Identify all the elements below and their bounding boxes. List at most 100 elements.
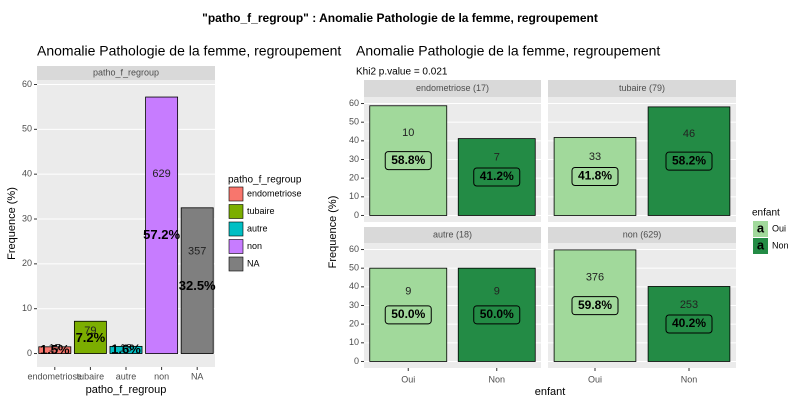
y-tick-label: 40 [349, 135, 359, 145]
legend-key [228, 221, 244, 237]
bar [369, 105, 448, 216]
x-tick-label: autre [116, 371, 137, 381]
bar [180, 207, 214, 354]
bar [109, 345, 143, 354]
x-tick-label: non [154, 371, 169, 381]
y-tick-label: 0 [354, 356, 359, 366]
x-tick-label: Non [488, 374, 505, 384]
y-tick-label: 50 [349, 117, 359, 127]
value-label-box [384, 305, 432, 325]
count-label: 33 [589, 151, 601, 163]
y-tick-label: 60 [22, 79, 32, 89]
y-tick-label: 40 [22, 169, 32, 179]
value-label-box [384, 151, 432, 171]
count-label: 18 [120, 342, 132, 354]
y-tick-label: 30 [349, 300, 359, 310]
value-label: 41.8% [578, 169, 612, 183]
value-label: 32.5% [179, 278, 216, 293]
value-label: 1.5% [40, 342, 70, 357]
legend-key-text: a [757, 220, 765, 235]
chart-title: Anomalie Pathologie de la femme, regroup… [37, 43, 341, 59]
value-label: 50.0% [391, 307, 425, 321]
bar [457, 138, 536, 216]
y-tick-label: 10 [22, 303, 32, 313]
legend-label: tubaire [247, 206, 275, 216]
bar [553, 137, 637, 216]
legend-label: Oui [772, 223, 786, 233]
y-tick-label: 40 [349, 281, 359, 291]
chart-title: Anomalie Pathologie de la femme, regroup… [356, 43, 660, 59]
count-label: 10 [402, 127, 414, 139]
legend-label: non [247, 241, 262, 251]
bar [73, 320, 107, 354]
bar [38, 346, 72, 354]
y-tick-label: 0 [354, 210, 359, 220]
facet-strip-label: tubaire (79) [619, 83, 665, 93]
value-label: 59.8% [578, 298, 612, 312]
x-tick-label: NA [191, 371, 204, 381]
value-label: 57.2% [143, 227, 180, 242]
legend-key [228, 256, 244, 272]
x-axis-title: patho_f_regroup [86, 384, 167, 396]
legend-key [228, 239, 244, 254]
count-label: 9 [494, 285, 500, 297]
legend-key [228, 186, 244, 202]
y-tick-label: 30 [22, 213, 32, 223]
x-tick-label: endometriose [28, 371, 83, 381]
facet-strip [364, 80, 541, 97]
facet-strip-label: endometriose (17) [416, 83, 489, 93]
count-label: 7 [494, 152, 500, 164]
legend-key [753, 238, 768, 254]
facet-strip [548, 227, 736, 243]
y-tick-label: 20 [349, 319, 359, 329]
bar [647, 106, 731, 216]
y-tick-label: 20 [22, 258, 32, 268]
y-axis-title: Frequence (%) [327, 196, 339, 269]
facet-strip [37, 66, 215, 80]
y-tick-label: 60 [349, 244, 359, 254]
y-tick-label: 50 [349, 263, 359, 273]
value-label: 40.2% [672, 316, 706, 330]
count-label: 79 [84, 325, 96, 337]
facet-strip-label: non (629) [623, 229, 662, 239]
value-label: 58.8% [391, 153, 425, 167]
chart-subtitle: Khi2 p.value = 0.021 [356, 67, 448, 78]
facet-strip-label: autre (18) [433, 229, 472, 239]
value-label: 50.0% [480, 307, 514, 321]
value-label: 1.6% [111, 342, 141, 357]
legend-key [753, 221, 768, 237]
y-tick-label: 10 [349, 337, 359, 347]
y-axis-title: Frequence (%) [6, 187, 18, 260]
value-label: 7.2% [76, 330, 106, 345]
count-label: 253 [680, 299, 698, 311]
count-label: 9 [405, 285, 411, 297]
bar [145, 96, 179, 354]
legend-key [228, 204, 244, 219]
count-label: 629 [152, 168, 170, 180]
count-label: 376 [586, 272, 604, 284]
facet-strip [548, 80, 736, 97]
value-label-box [665, 314, 713, 334]
bar [553, 249, 637, 362]
legend-label: NA [247, 258, 260, 268]
value-label-box [571, 296, 619, 316]
facet-strip [364, 227, 541, 243]
facet-strip-label: patho_f_regroup [93, 67, 159, 77]
x-axis-title: enfant [535, 386, 566, 398]
legend-key-text: a [757, 237, 765, 252]
y-tick-label: 30 [349, 154, 359, 164]
y-tick-label: 0 [27, 348, 32, 358]
value-label-box [473, 305, 521, 325]
count-label: 46 [683, 128, 695, 140]
value-label: 41.2% [480, 169, 514, 183]
x-tick-label: Oui [401, 374, 415, 384]
x-tick-label: Non [681, 374, 698, 384]
count-label: 17 [49, 343, 61, 355]
bar [647, 286, 731, 362]
value-label-box [473, 167, 521, 187]
legend-title: enfant [752, 208, 780, 219]
value-label: 58.2% [672, 153, 706, 167]
bar [457, 267, 536, 362]
y-tick-label: 10 [349, 191, 359, 201]
